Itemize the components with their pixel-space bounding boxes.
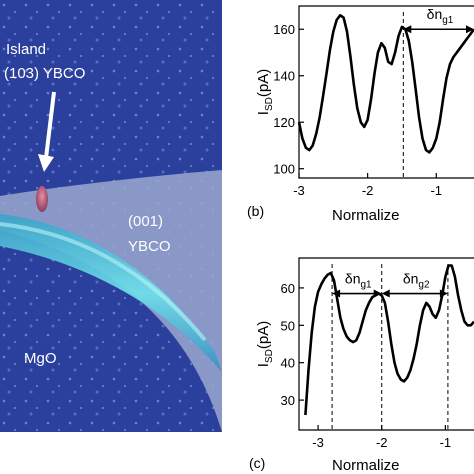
- y-tick-label: 40: [281, 356, 295, 371]
- arrowhead-right-icon: [373, 289, 382, 298]
- y-tick-label: 30: [281, 393, 295, 408]
- y-tick-label: 50: [281, 318, 295, 333]
- y-axis-title: ISD(pA): [255, 69, 275, 115]
- ybco001-label-line2: YBCO: [128, 238, 171, 255]
- x-axis-title: Normalize: [332, 457, 400, 474]
- island-arrow-icon: [44, 91, 56, 159]
- isd-curve: [304, 264, 474, 416]
- axes-frame: [298, 5, 474, 179]
- x-tick-label: -1: [440, 435, 452, 450]
- x-tick-label: -2: [362, 183, 374, 198]
- y-axis-title: ISD(pA): [255, 321, 275, 367]
- y-tick-label: 60: [281, 281, 295, 296]
- afm-image: Island (103) YBCO (001) YBCO MgO: [0, 0, 222, 432]
- y-tick-label: 140: [273, 69, 295, 84]
- y-tick-label: 120: [273, 115, 295, 130]
- panel-b-chart: 100 120 140 160 -3 -2 -1 δng1 ISD(pA) (b) Normaliz…: [247, 5, 474, 224]
- y-tick-label: 100: [273, 162, 295, 177]
- island-label-line2: (103) YBCO: [4, 65, 85, 82]
- x-tick-label: -2: [376, 435, 388, 450]
- delta-n-label: δng1: [427, 6, 454, 26]
- channel-trench: [0, 214, 222, 372]
- arrowhead-left-icon: [403, 25, 412, 34]
- x-axis-title: Normalize: [332, 207, 400, 224]
- panel-c-chart: 30 40 50 60 -3 -2 -1 δng1 δng2 ISD(pA) (c) Normaliz…: [249, 257, 474, 474]
- island-label-line1: Island: [6, 41, 46, 58]
- arrowhead-right-icon: [439, 289, 448, 298]
- channel-highlight: [0, 222, 207, 342]
- panel-label: (b): [247, 203, 264, 219]
- panel-label: (c): [249, 455, 265, 471]
- ybco001-label-line1: (001): [128, 213, 163, 230]
- x-tick-label: -1: [430, 183, 442, 198]
- axes-frame: [298, 257, 474, 431]
- y-tick-label: 160: [273, 22, 295, 37]
- x-tick-label: -3: [312, 435, 324, 450]
- arrowhead-left-icon: [381, 289, 390, 298]
- island-103-ybco: [36, 186, 48, 212]
- arrowhead-left-icon: [332, 289, 341, 298]
- x-tick-label: -3: [293, 183, 305, 198]
- isd-curve: [297, 14, 474, 154]
- delta-n-label: δng2: [403, 271, 430, 291]
- arrowhead-right-icon: [466, 25, 474, 34]
- mgo-label: MgO: [24, 350, 57, 367]
- delta-n-label: δng1: [345, 271, 372, 291]
